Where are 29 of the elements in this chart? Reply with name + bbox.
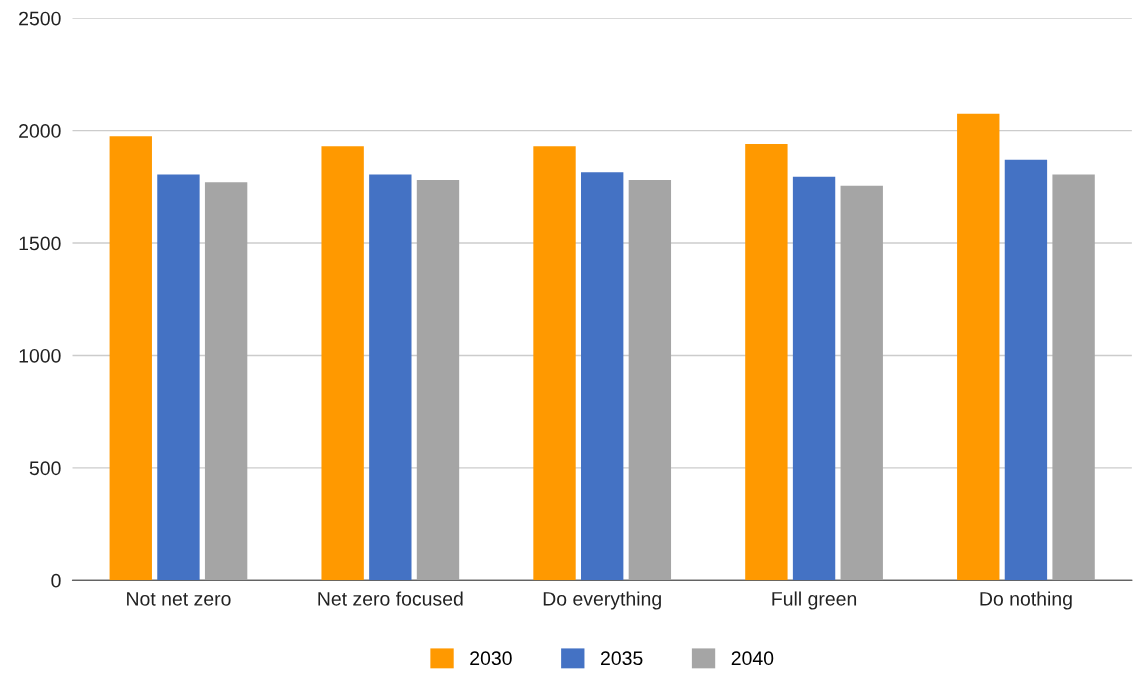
x-tick-label: Do everything (543, 591, 661, 610)
bar (157, 174, 200, 581)
x-tick-label: Not net zero (127, 592, 231, 606)
bar (1004, 159, 1048, 581)
y-tick-label: 1500 (19, 236, 61, 251)
bar (321, 146, 364, 581)
y-tick-label: 1000 (19, 348, 61, 363)
bar (745, 144, 788, 581)
y-tick-label: 2000 (19, 124, 61, 138)
x-tick-label: Net zero focused (318, 591, 463, 606)
bar (840, 185, 883, 581)
legend-label: 2030 (470, 651, 512, 666)
bar (957, 113, 1000, 581)
bar (628, 180, 672, 581)
y-tick-label: 0 (51, 573, 61, 588)
y-tick-label: 2500 (19, 11, 61, 26)
legend-label: 2040 (731, 651, 774, 666)
bar (416, 180, 460, 581)
bar (369, 174, 412, 581)
bar (533, 146, 576, 581)
bar (1052, 174, 1095, 581)
bar (792, 176, 836, 581)
x-tick-label: Full green (772, 591, 857, 610)
y-tick-label: 500 (29, 461, 61, 476)
bar (581, 172, 624, 581)
x-tick-label: Do nothing (980, 591, 1072, 610)
bar (109, 136, 152, 581)
legend-label: 2035 (600, 651, 643, 666)
bar (204, 182, 248, 581)
